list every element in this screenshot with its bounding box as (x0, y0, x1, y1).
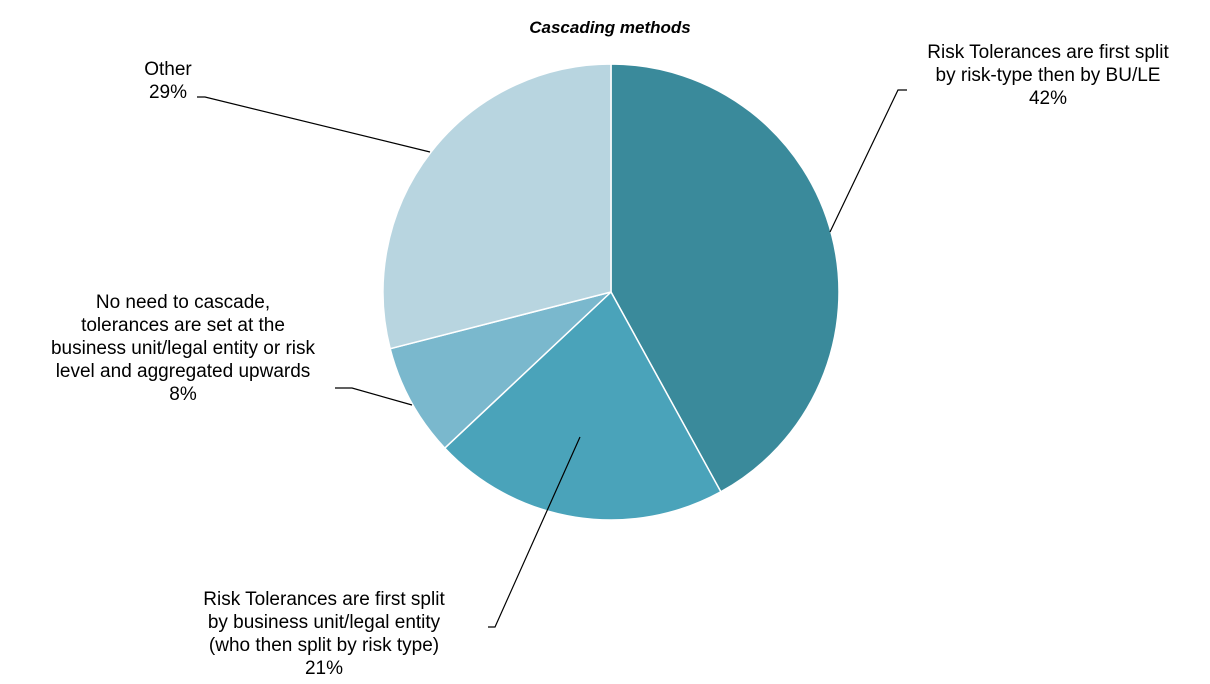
chart-title: Cascading methods (529, 18, 691, 37)
data-label-value: 21% (305, 658, 343, 679)
data-label-business-unit-first: Risk Tolerances are first split by busine… (203, 589, 445, 679)
data-label-line: Risk Tolerances are first split (203, 589, 445, 610)
data-label-line: level and aggregated upwards (56, 361, 311, 382)
data-label-no-cascade: No need to cascade, tolerances are set at… (51, 292, 316, 405)
data-label-line: tolerances are set at the (81, 315, 285, 336)
data-label-line: (who then split by risk type) (209, 635, 439, 656)
data-label-line: by risk-type then by BU/LE (936, 65, 1161, 86)
data-label-line: Risk Tolerances are first split (927, 42, 1169, 63)
pie-slice-other (382, 63, 612, 350)
data-label-other: Other 29% (144, 59, 192, 103)
data-label-value: 8% (169, 384, 197, 405)
pie-slices (382, 63, 840, 521)
leader-line-other (197, 96, 431, 153)
pie-slice-no-cascade (389, 291, 612, 450)
data-label-value: 42% (1029, 88, 1067, 109)
data-label-line: Other (144, 59, 192, 80)
data-label-line: business unit/legal entity or risk (51, 338, 316, 359)
data-label-risk-type-first: Risk Tolerances are first split by risk-t… (927, 42, 1169, 109)
data-label-line: by business unit/legal entity (208, 612, 441, 633)
data-labels: Risk Tolerances are first split by risk-t… (51, 42, 1169, 679)
leader-line-risk-type-first (829, 89, 907, 233)
data-label-value: 29% (149, 82, 187, 103)
data-label-line: No need to cascade, (96, 292, 270, 313)
pie-slice-risk-type-first (610, 63, 840, 493)
leader-line-no-cascade (335, 387, 413, 406)
leader-lines (197, 89, 907, 628)
leader-line-business-unit-first (488, 436, 581, 628)
pie-slice-business-unit-first (443, 290, 722, 521)
